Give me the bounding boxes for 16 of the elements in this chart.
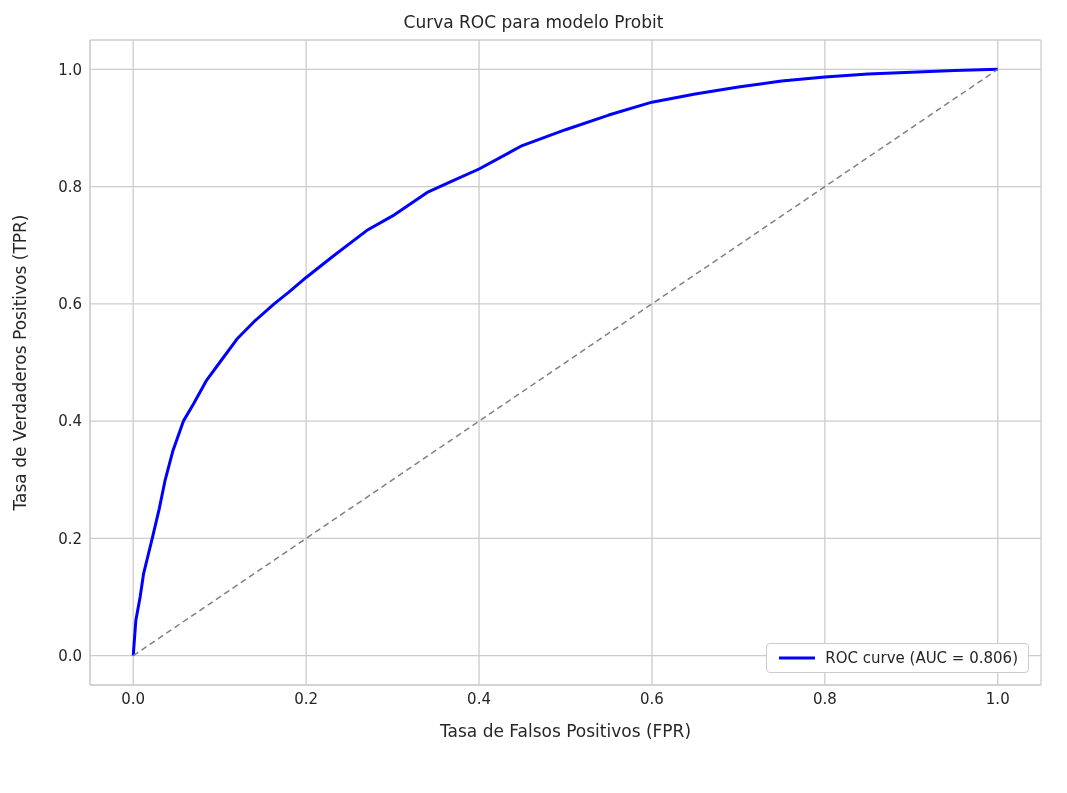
x-tick-label: 0.0 bbox=[121, 689, 146, 708]
x-tick-label: 0.4 bbox=[467, 689, 491, 708]
y-tick-label: 0.2 bbox=[58, 529, 82, 548]
y-tick-label: 0.8 bbox=[58, 177, 82, 196]
x-tick-label: 0.2 bbox=[294, 689, 319, 708]
chart-title: Curva ROC para modelo Probit bbox=[402, 12, 665, 32]
y-tick-label: 1.0 bbox=[58, 60, 82, 79]
y-tick-label: 0.0 bbox=[58, 647, 82, 666]
x-tick-label: 1.0 bbox=[985, 689, 1010, 708]
x-axis-title: Tasa de Falsos Positivos (FPR) bbox=[438, 721, 692, 741]
y-tick-label: 0.6 bbox=[58, 295, 82, 314]
x-tick-label: 0.6 bbox=[640, 689, 664, 708]
legend-label: ROC curve (AUC = 0.806) bbox=[825, 649, 1018, 667]
y-tick-label: 0.4 bbox=[58, 412, 82, 431]
x-tick-label: 0.8 bbox=[812, 689, 837, 708]
y-axis-title: Tasa de Verdaderos Positivos (TPR) bbox=[10, 214, 31, 512]
